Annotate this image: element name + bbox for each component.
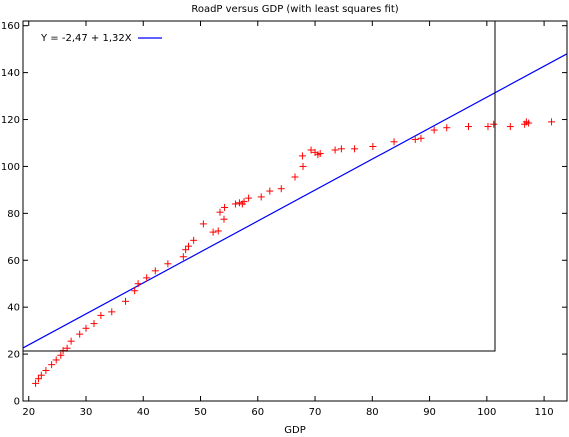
x-tick-label: 40 [137,407,150,418]
data-point [443,124,451,132]
x-tick-label: 30 [80,407,93,418]
x-tick-label: 90 [423,407,436,418]
chart-title: RoadP versus GDP (with least squares fit… [191,4,398,15]
y-tick-label: 100 [1,162,20,173]
data-points [32,118,556,387]
x-tick-label: 100 [477,407,496,418]
y-tick-label: 0 [14,397,20,408]
data-point [299,162,307,170]
data-point [76,330,84,338]
y-tick-label: 160 [1,21,20,32]
x-tick-label: 20 [22,407,35,418]
data-point [369,142,377,150]
data-point [82,324,90,332]
data-point [351,145,359,153]
data-point [67,337,75,345]
x-axis-label: GDP [284,425,305,436]
y-tick-label: 80 [7,209,20,220]
data-point [221,203,229,211]
data-point [143,274,151,282]
data-point [220,215,228,223]
data-point [245,194,253,202]
data-point [216,208,224,216]
x-tick-label: 70 [309,407,322,418]
x-axis-ticks: 20 30 40 50 60 70 80 90 100 110 [22,21,554,418]
data-point [42,367,50,375]
data-point [490,120,498,128]
fit-line [22,53,568,349]
data-point [266,187,274,195]
data-point [331,146,339,154]
data-point [411,135,419,143]
plot-frame [22,20,568,402]
data-point [231,200,239,208]
data-point [199,220,207,228]
data-point [52,356,60,364]
data-point [277,185,285,193]
x-tick-label: 80 [366,407,379,418]
data-point [307,146,315,154]
data-point [182,246,190,254]
y-tick-label: 120 [1,115,20,126]
data-point [97,311,105,319]
x-tick-label: 50 [194,407,207,418]
data-point [32,379,40,387]
data-point [525,119,533,127]
y-tick-label: 20 [7,350,20,361]
plot-area [22,53,568,387]
data-point [240,198,248,206]
data-point [390,138,398,146]
x-tick-label: 60 [251,407,264,418]
data-point [316,150,324,158]
data-point [257,193,265,201]
data-point [417,134,425,142]
y-tick-label: 40 [7,303,20,314]
data-point [184,242,192,250]
data-point [151,267,159,275]
data-point [337,145,345,153]
data-point [291,173,299,181]
legend-label: Y = -2,47 + 1,32X [40,33,132,44]
data-point [122,297,130,305]
y-tick-label: 140 [1,68,20,79]
data-point [164,260,172,268]
data-point [134,280,142,288]
data-point [430,126,438,134]
data-point [484,123,492,131]
data-point [506,123,514,131]
data-point [57,351,65,359]
data-point [465,123,473,131]
data-point [214,227,222,235]
data-point [34,375,42,383]
data-point [235,199,243,207]
legend-box [22,20,496,352]
data-point [48,361,56,369]
data-point [298,152,306,160]
x-tick-label: 110 [535,407,554,418]
data-point [179,253,187,261]
y-tick-label: 60 [7,256,20,267]
data-point [190,236,198,244]
data-point [108,308,116,316]
y-axis-ticks: 0 20 40 60 80 100 120 140 160 [1,21,567,408]
data-point [131,287,139,295]
data-point [90,320,98,328]
data-point [209,228,217,236]
data-point [548,118,556,126]
data-point [37,371,45,379]
